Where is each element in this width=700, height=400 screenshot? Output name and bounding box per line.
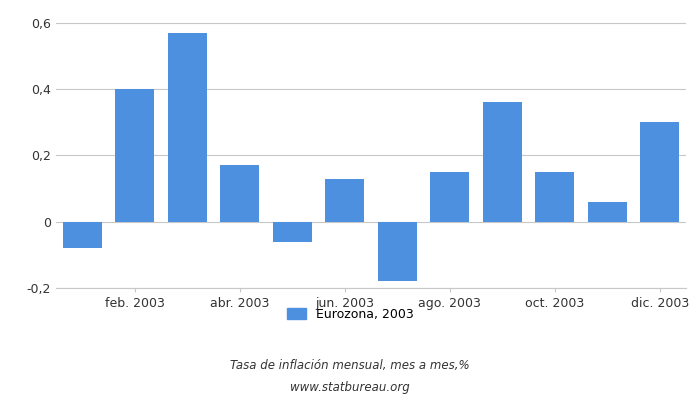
Text: www.statbureau.org: www.statbureau.org: [290, 382, 410, 394]
Bar: [377, 222, 417, 281]
Bar: [640, 122, 680, 222]
Bar: [535, 172, 575, 222]
Bar: [167, 32, 207, 222]
Bar: [272, 222, 312, 242]
Bar: [587, 202, 627, 222]
Bar: [115, 89, 155, 222]
Bar: [430, 172, 470, 222]
Bar: [220, 165, 260, 222]
Bar: [482, 102, 522, 222]
Bar: [325, 178, 365, 222]
Legend: Eurozona, 2003: Eurozona, 2003: [281, 303, 419, 326]
Text: Tasa de inflación mensual, mes a mes,%: Tasa de inflación mensual, mes a mes,%: [230, 360, 470, 372]
Bar: [62, 222, 102, 248]
